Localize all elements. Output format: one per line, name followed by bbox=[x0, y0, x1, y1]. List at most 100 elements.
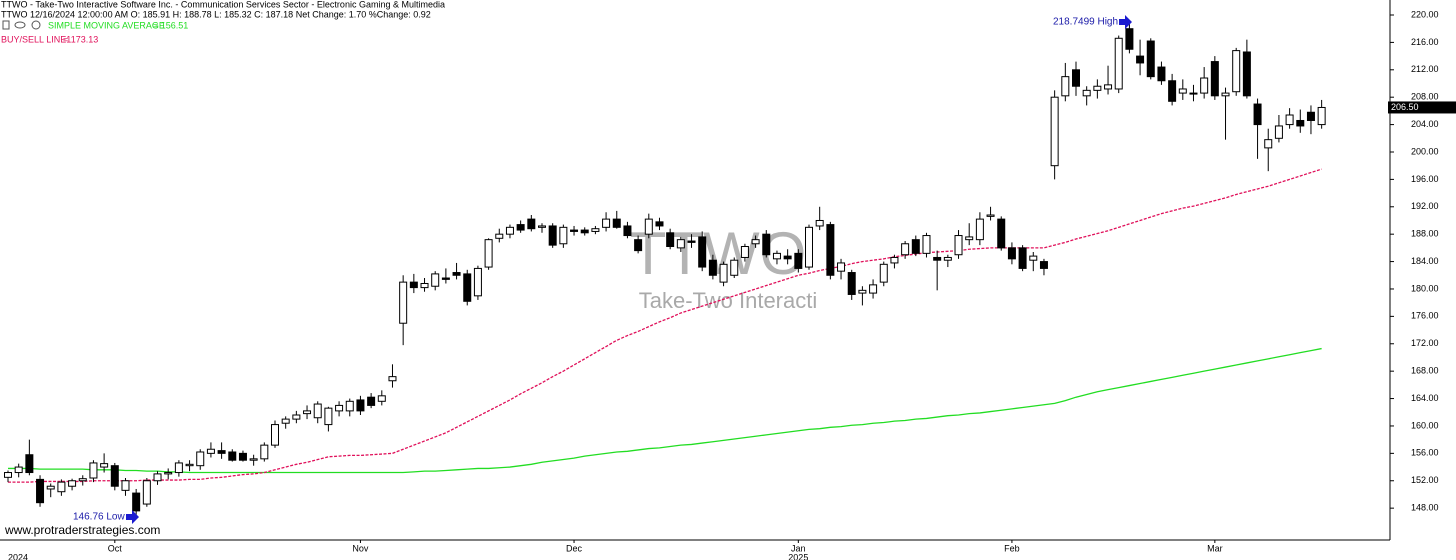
candle-body bbox=[879, 263, 888, 283]
y-tick-label: 184.00 bbox=[1411, 256, 1439, 266]
candle-body bbox=[1007, 247, 1016, 260]
plot-area bbox=[4, 23, 1326, 517]
candle-body bbox=[238, 452, 247, 461]
candle-body bbox=[4, 472, 12, 478]
candle-body bbox=[580, 229, 589, 234]
candle-body bbox=[794, 252, 803, 269]
candle-body bbox=[110, 465, 119, 487]
candle-body bbox=[228, 451, 237, 461]
y-tick-label: 216.00 bbox=[1411, 37, 1439, 47]
ma-line bbox=[8, 347, 1322, 474]
y-tick-label: 152.00 bbox=[1411, 475, 1439, 485]
candle-body bbox=[164, 472, 173, 475]
icon-gear bbox=[31, 20, 41, 30]
candle-body bbox=[420, 282, 429, 289]
candle-body bbox=[1125, 28, 1134, 50]
candle-body bbox=[271, 424, 279, 446]
candle-body bbox=[377, 395, 386, 402]
candle-body bbox=[847, 272, 856, 295]
low-arrow bbox=[126, 510, 139, 524]
x-tick-label: Nov bbox=[352, 543, 369, 553]
candle-body bbox=[869, 284, 878, 294]
high-arrow bbox=[1119, 15, 1132, 29]
candle-body bbox=[1104, 84, 1113, 90]
candle-body bbox=[356, 399, 365, 412]
candle-body bbox=[965, 236, 974, 241]
high-annotation: 218.7499 High bbox=[1053, 17, 1118, 28]
candle-body bbox=[1093, 85, 1102, 91]
candle-body bbox=[206, 448, 215, 454]
x-tick-label: Mar bbox=[1207, 543, 1223, 553]
last-price-box bbox=[1388, 101, 1456, 114]
candle-body bbox=[1146, 40, 1155, 78]
candle-body bbox=[548, 225, 557, 246]
candle-body bbox=[1157, 66, 1166, 82]
candle-body bbox=[292, 414, 301, 420]
candle-body bbox=[1317, 106, 1326, 126]
candle-body bbox=[516, 224, 525, 231]
x-tick-label: Oct bbox=[108, 543, 123, 553]
candle-body bbox=[1114, 37, 1123, 90]
candle-body bbox=[730, 259, 739, 276]
candle-body bbox=[1296, 119, 1305, 127]
candle-body bbox=[441, 277, 450, 280]
candle-body bbox=[89, 462, 98, 479]
y-tick-label: 196.00 bbox=[1411, 174, 1439, 184]
y-tick-label: 176.00 bbox=[1411, 311, 1439, 321]
chart-title: TTWO - Take-Two Interactive Software Inc… bbox=[1, 0, 445, 9]
candle-body bbox=[388, 376, 397, 382]
candle-body bbox=[452, 272, 461, 276]
candle-body bbox=[1253, 103, 1262, 126]
candle-body bbox=[399, 281, 408, 324]
candle-body bbox=[473, 267, 482, 297]
candle-body bbox=[815, 219, 824, 227]
candle-body bbox=[1210, 61, 1219, 97]
toolbar-icons bbox=[2, 20, 41, 30]
candle-body bbox=[345, 400, 354, 412]
x-year-label: 2025 bbox=[788, 552, 808, 560]
candle-body bbox=[612, 218, 621, 228]
candle-body bbox=[505, 226, 514, 235]
candle-body bbox=[943, 256, 952, 261]
candle-body bbox=[687, 240, 696, 243]
candle-body bbox=[142, 480, 151, 505]
x-tick-label: Jan bbox=[791, 543, 806, 553]
candle-body bbox=[484, 239, 493, 268]
candle-body bbox=[367, 396, 376, 406]
candle-body bbox=[153, 473, 162, 482]
y-tick-label: 160.00 bbox=[1411, 420, 1439, 430]
candle-body bbox=[527, 218, 536, 230]
candle-body bbox=[644, 218, 653, 235]
candle-body bbox=[1039, 261, 1048, 269]
candle-body bbox=[14, 466, 23, 474]
candle-body bbox=[975, 218, 984, 241]
candle-body bbox=[634, 239, 643, 252]
y-tick-label: 188.00 bbox=[1411, 229, 1439, 239]
y-tick-label: 220.00 bbox=[1411, 9, 1439, 19]
source: www.protraderstrategies.com bbox=[4, 523, 160, 537]
candle-body bbox=[655, 221, 664, 227]
candle-body bbox=[57, 481, 66, 493]
candle-body bbox=[324, 407, 333, 426]
candle-body bbox=[1306, 111, 1315, 121]
x-tick-label: Feb bbox=[1004, 543, 1020, 553]
candle-body bbox=[463, 273, 472, 302]
candle-body bbox=[676, 239, 685, 249]
candle-body bbox=[783, 255, 792, 260]
candle-body bbox=[698, 236, 707, 268]
candle-body bbox=[1072, 69, 1080, 87]
candle-body bbox=[46, 485, 55, 490]
y-tick-label: 148.00 bbox=[1411, 503, 1439, 513]
candle-body bbox=[100, 463, 109, 468]
candle-body bbox=[805, 226, 813, 268]
candle-body bbox=[997, 218, 1006, 249]
y-tick-label: 200.00 bbox=[1411, 146, 1439, 156]
candle-body bbox=[78, 478, 87, 482]
y-tick-label: 180.00 bbox=[1411, 283, 1439, 293]
candle-body bbox=[1274, 125, 1283, 139]
candle-body bbox=[36, 478, 45, 504]
candle-body bbox=[623, 225, 632, 237]
y-tick-label: 204.00 bbox=[1411, 119, 1439, 129]
